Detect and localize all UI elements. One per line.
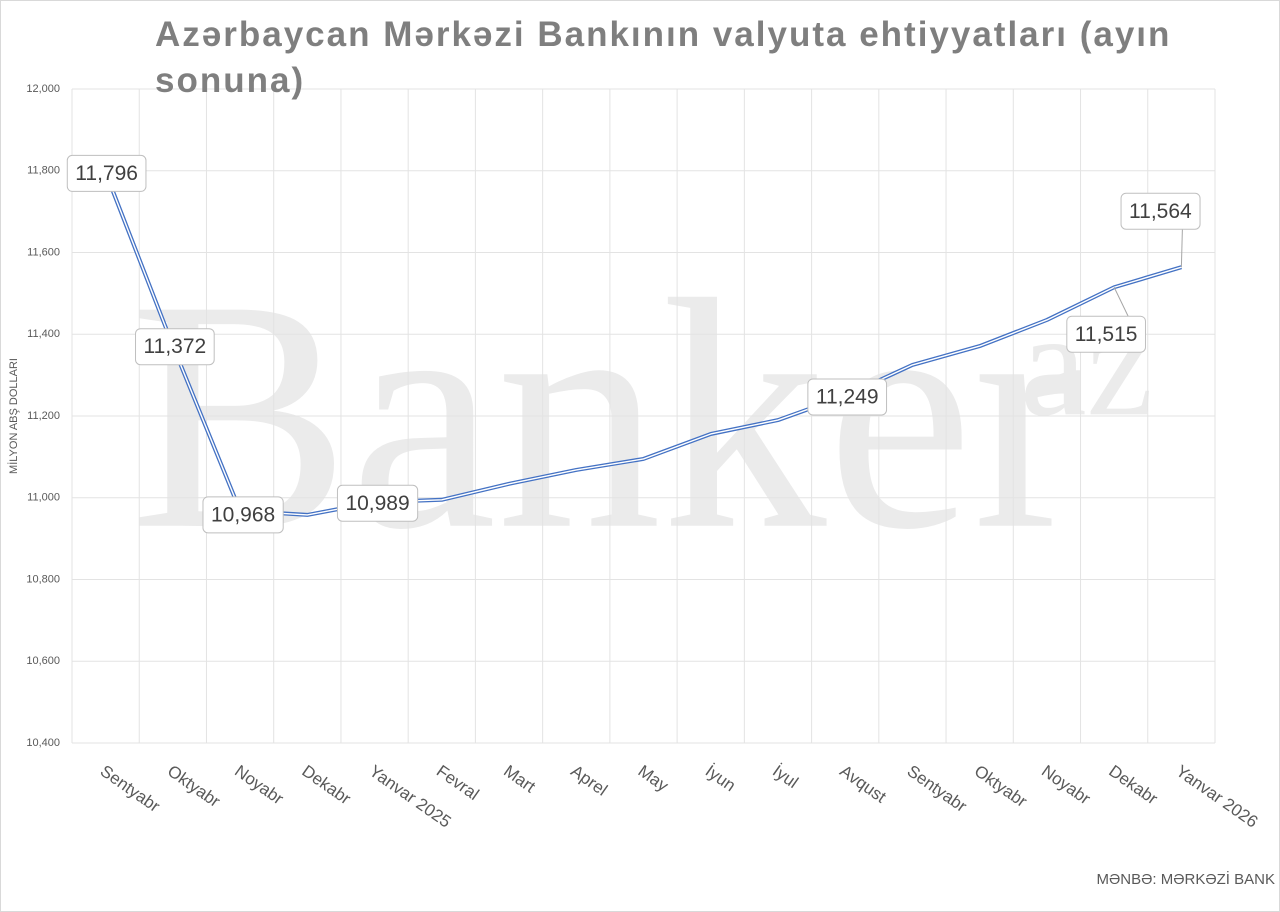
data-label-box [1066,315,1146,353]
data-label: 10,989 [345,492,409,515]
series-line-inner [104,172,1182,516]
data-label: 11,796 [75,162,138,185]
data-label-group: 10,989 [336,484,419,522]
y-tick-label: 11,000 [27,492,60,504]
y-tick-label: 11,800 [27,165,60,177]
y-tick-label: 12,000 [26,83,60,95]
data-label-box [66,154,147,192]
watermark: Banker [130,233,1083,598]
data-label-group: 11,515 [1066,287,1146,353]
chart-title: Azərbaycan Mərkəzi Bankının valyuta ehti… [155,15,1172,100]
data-label: 11,515 [1075,323,1138,346]
y-axis-label: MİLYON ABŞ DOLLARI [7,358,20,474]
data-label-box [1120,192,1201,230]
source: MƏNBƏ: MƏRKƏZİ BANK [1097,870,1276,888]
y-tick-label: 11,600 [27,246,60,258]
data-label-group: 11,796 [66,154,147,192]
y-tick-label: 10,400 [26,737,60,749]
data-label: 11,249 [816,386,879,409]
watermark-group: Banker az [130,233,1153,598]
data-label: 11,372 [144,335,207,358]
y-tick-label: 11,200 [27,410,60,422]
data-label-box [336,484,419,522]
data-label: 11,564 [1129,200,1192,223]
data-label-box [202,496,284,534]
y-tick-label: 10,800 [26,573,60,585]
watermark-sup: az [1020,281,1153,447]
data-label-box [807,378,888,416]
y-tick-label: 10,600 [26,655,60,667]
leader-line [1113,287,1129,317]
data-label-group: 10,968 [202,496,284,534]
data-label-group: 11,372 [135,328,215,366]
data-label: 10,968 [211,503,275,526]
data-label-group: 11,564 [1120,192,1201,268]
y-tick-label: 11,400 [27,328,60,340]
leader-line [1180,229,1183,268]
grid [71,88,1216,744]
data-label-box [135,328,215,366]
data-label-group: 11,249 [807,378,888,416]
